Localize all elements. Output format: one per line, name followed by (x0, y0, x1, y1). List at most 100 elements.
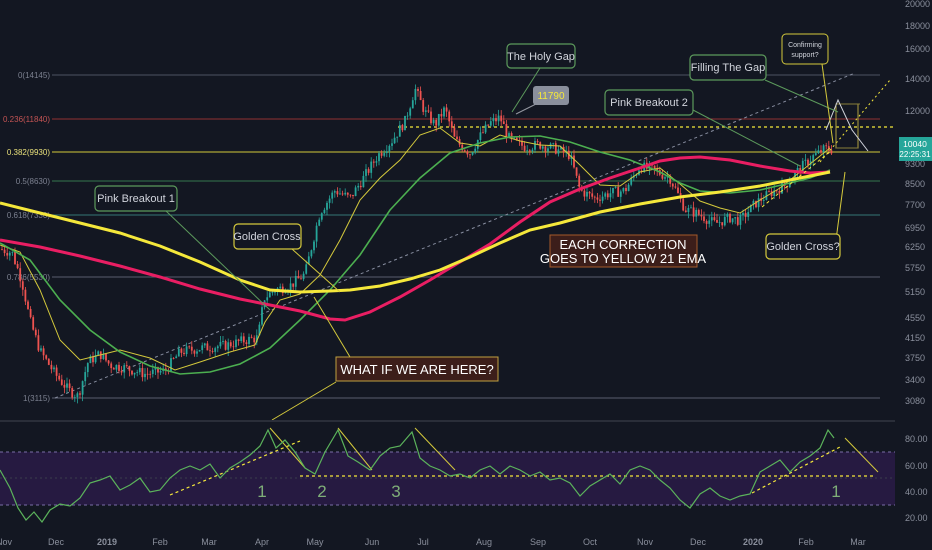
pink-breakout-1-label: Pink Breakout 1 (97, 193, 175, 205)
holy-gap-pointer (511, 67, 541, 113)
candle-body (747, 212, 750, 217)
candle-body (489, 121, 492, 126)
candle-body (326, 202, 328, 210)
candle-body (557, 149, 560, 154)
candle-body (627, 184, 630, 192)
price-tick-label: 18000 (905, 21, 930, 31)
candle-body (448, 111, 451, 122)
candle-body (42, 348, 45, 356)
candle-body (292, 283, 295, 287)
candle-body (742, 212, 744, 216)
candle-body (502, 121, 505, 125)
candle-body (664, 177, 666, 179)
each-correction-box (549, 234, 698, 268)
candle-body (258, 324, 261, 336)
candle-body (201, 345, 204, 351)
candle-body (32, 317, 35, 330)
candle-body (131, 370, 133, 375)
candle-body (274, 291, 276, 293)
candle-body (300, 278, 302, 280)
candle-body (404, 115, 406, 131)
candle-body (474, 148, 477, 153)
candle-body (736, 217, 739, 225)
candle-body (526, 150, 529, 152)
candle-body (331, 192, 334, 199)
candle-body (86, 363, 89, 373)
candle-body (107, 360, 110, 364)
price-axis[interactable]: 20000 18000 16000 14000 12000 9300 8500 7700 695… (905, 0, 930, 406)
candle-body (497, 115, 500, 122)
time-axis[interactable]: Nov Dec 2019 Feb Mar Apr May Jun Jul Aug Sep Oct Nov… (0, 537, 866, 547)
candle-body (313, 241, 315, 251)
candle-body (190, 346, 193, 351)
candle-body (370, 161, 373, 173)
candle-body (697, 209, 700, 215)
candle-body (79, 393, 81, 395)
candle-body (508, 133, 510, 137)
golden-cross-question-pointer (835, 171, 846, 241)
candle-body (328, 198, 331, 203)
candle-body (703, 216, 705, 222)
rsi-count-4: 1 (831, 482, 840, 501)
candle-body (279, 286, 282, 289)
candle-body (521, 140, 523, 146)
price-tick-label: 3080 (905, 396, 925, 406)
candle-body (721, 222, 724, 226)
time-tick-label: Jul (417, 537, 429, 547)
candle-body (8, 252, 11, 256)
candle-body (177, 348, 180, 357)
time-tick-label: Dec (48, 537, 65, 547)
candle-body (424, 110, 427, 112)
candle-body (354, 187, 357, 197)
candle-body (575, 167, 578, 176)
gap-price-value: 11790 (537, 91, 565, 102)
candle-body (422, 100, 425, 112)
candle-body (640, 170, 643, 172)
candle-body (45, 355, 48, 359)
time-tick-label: Aug (476, 537, 492, 547)
filling-gap-box (689, 54, 767, 81)
candle-body (547, 148, 549, 152)
candle-body (552, 143, 555, 145)
candle-body (656, 168, 659, 171)
rsi-trendline-c (751, 446, 841, 494)
candle-body (196, 351, 198, 354)
candle-body (339, 193, 341, 195)
candle-body (66, 383, 68, 388)
candle-body (604, 193, 607, 197)
candle-body (235, 339, 237, 347)
candle-body (588, 191, 591, 194)
each-correction-line2: GOES TO YELLOW 21 EMA (540, 251, 707, 266)
candle-body (219, 341, 222, 347)
rsi-axis[interactable]: 80.00 60.00 40.00 20.00 (905, 434, 928, 523)
candle-body (47, 358, 50, 365)
candle-body (531, 149, 534, 152)
candle-body (801, 160, 804, 173)
fib-level-label: 0.5(8630) (16, 177, 51, 186)
gap-price-box (533, 86, 569, 105)
candle-body (89, 356, 92, 364)
golden-cross-pointer (291, 248, 341, 293)
candle-body (318, 219, 321, 226)
candle-body (128, 366, 131, 371)
fib-level-label: 0.236(11840) (3, 115, 50, 124)
countdown-value: 22:25:31 (899, 150, 931, 159)
candle-body (302, 273, 305, 280)
pink-breakout-2-pointer (692, 109, 801, 167)
candle-body (471, 152, 474, 155)
fib-level-label: 0.382(9930) (7, 148, 50, 157)
candle-body (458, 139, 461, 145)
candle-body (144, 373, 146, 378)
candle-body (73, 397, 76, 398)
candle-body (185, 346, 188, 355)
candle-body (401, 125, 404, 131)
candle-body (630, 177, 633, 185)
price-tick-label: 14000 (905, 74, 930, 84)
current-price-value: 10040 (903, 139, 927, 149)
time-tick-label: Oct (583, 537, 598, 547)
what-if-label: WHAT IF WE ARE HERE? (340, 362, 493, 377)
candle-body (690, 207, 692, 209)
candle-body (289, 283, 292, 291)
candle-body (183, 352, 185, 355)
